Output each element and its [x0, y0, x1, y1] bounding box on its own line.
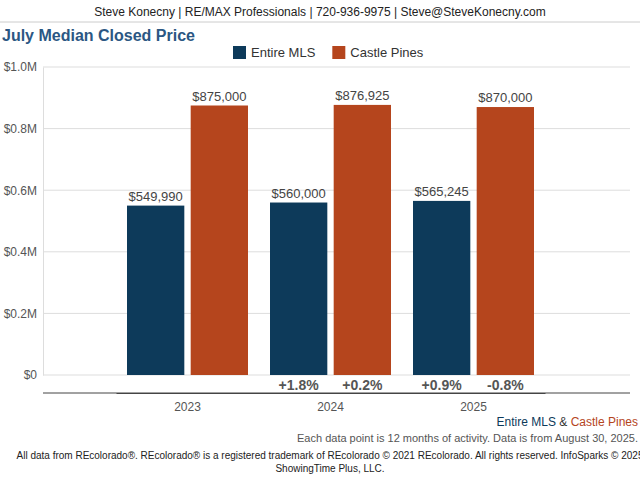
annotation: All data from REcolorado®. REcolorado® i…: [17, 450, 640, 461]
annotation: Each data point is 12 months of activity…: [297, 432, 638, 444]
legend: Entire MLS Castle Pines: [233, 45, 424, 60]
x-tick-label: 2025: [460, 400, 487, 414]
bar: [334, 105, 391, 375]
annotation: ShowingTime Plus, LLC.: [275, 463, 384, 474]
legend-label: Entire MLS: [251, 45, 316, 60]
change-label: -0.8%: [487, 377, 524, 393]
bar: [270, 203, 327, 375]
y-tick: $0.6M: [4, 184, 43, 198]
y-tick-label: $0.4M: [4, 245, 37, 259]
bar: [127, 206, 184, 375]
y-tick-label: $0.2M: [4, 307, 37, 321]
y-tick: $0.2M: [4, 307, 43, 321]
data-labels: $549,990 $560,000 $565,245 $875,000 $876,925…: [129, 88, 533, 204]
change-labels: +1.8% +0.9% +0.2% -0.8%: [279, 377, 525, 393]
header: Steve Konecny | RE/MAX Professionals | 7…: [94, 5, 546, 19]
bars: [127, 105, 534, 375]
footer-legend-joiner: &: [556, 415, 571, 429]
grid-line: [43, 67, 630, 68]
legend-label: Castle Pines: [350, 45, 423, 60]
x-tick: 2025: [460, 393, 487, 414]
header-rule: [0, 22, 640, 23]
data-label: $565,245: [415, 184, 469, 199]
y-axis: $0 $0.2M $0.4M $0.6M $0.8M $1.0M: [4, 60, 44, 382]
data-label: $560,000: [272, 186, 326, 201]
data-label: $870,000: [478, 90, 532, 105]
bar: [413, 201, 470, 375]
y-tick: $1.0M: [4, 60, 43, 74]
y-tick-label: $0: [24, 368, 38, 382]
x-tick: 2024: [317, 393, 344, 414]
change-label: +0.2%: [342, 377, 383, 393]
data-label: $549,990: [129, 189, 183, 204]
footer-legend: Entire MLS & Castle Pines: [497, 415, 638, 429]
change-label: +1.8%: [279, 377, 320, 393]
footer-legend-name: Castle Pines: [571, 415, 638, 429]
y-tick: $0: [24, 368, 43, 382]
grid: [43, 67, 630, 375]
chart: Steve Konecny | RE/MAX Professionals | 7…: [0, 0, 640, 480]
y-tick-label: $0.8M: [4, 122, 37, 136]
y-tick: $0.4M: [4, 245, 43, 259]
y-tick: $0.8M: [4, 122, 43, 136]
legend-swatch: [332, 46, 345, 59]
x-tick-label: 2023: [174, 400, 201, 414]
footer-legend-name: Entire MLS: [497, 415, 556, 429]
bar: [191, 106, 248, 376]
x-axis: 2023 2024 2025: [117, 393, 546, 414]
y-tick-label: $0.6M: [4, 184, 37, 198]
data-label: $876,925: [335, 88, 389, 103]
bar: [477, 107, 534, 375]
x-tick-label: 2024: [317, 400, 344, 414]
title: July Median Closed Price: [2, 27, 195, 44]
x-axis-line: [117, 393, 546, 394]
data-label: $875,000: [192, 89, 246, 104]
y-tick-label: $1.0M: [4, 60, 37, 74]
baseline: [43, 393, 630, 394]
x-tick: 2023: [174, 393, 201, 414]
change-label: +0.9%: [422, 377, 463, 393]
legend-swatch: [233, 46, 246, 59]
y-axis-line: [43, 68, 44, 376]
